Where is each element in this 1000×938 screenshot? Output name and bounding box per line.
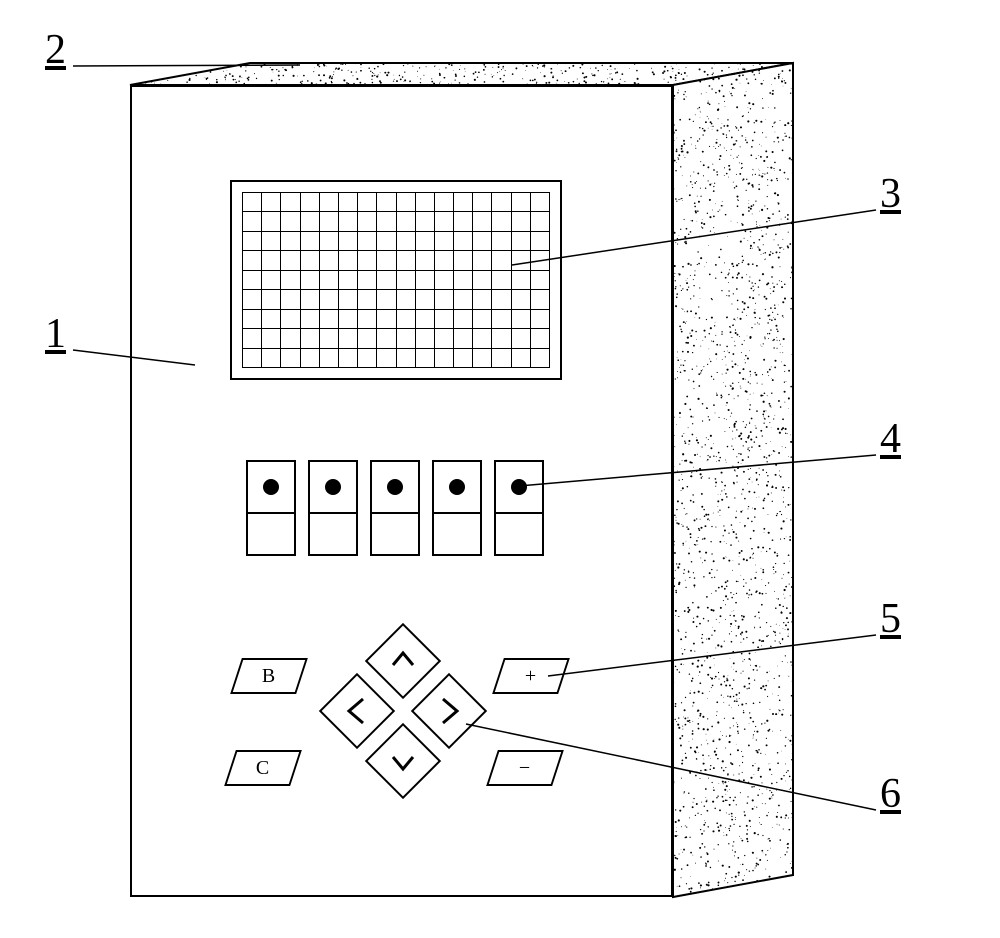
c-button[interactable]: C (224, 750, 302, 786)
indicator-row (246, 460, 544, 556)
indicator-dot-icon (263, 479, 279, 495)
callout-3: 3 (880, 170, 901, 218)
indicator-dot-icon (325, 479, 341, 495)
keypad: B C + − (236, 640, 566, 830)
indicator-dot-icon (387, 479, 403, 495)
indicator-lamp (432, 460, 482, 556)
arrow-down-button[interactable] (365, 723, 441, 799)
arrow-left-button[interactable] (319, 673, 395, 749)
callout-1: 1 (45, 310, 66, 358)
plus-button[interactable]: + (492, 658, 570, 694)
indicator-dot-icon (449, 479, 465, 495)
arrow-right-button[interactable] (411, 673, 487, 749)
b-button[interactable]: B (230, 658, 308, 694)
callout-6: 6 (880, 770, 901, 818)
indicator-lamp (308, 460, 358, 556)
indicator-lamp (494, 460, 544, 556)
minus-button[interactable]: − (486, 750, 564, 786)
callout-2: 2 (45, 26, 66, 74)
callout-5: 5 (880, 595, 901, 643)
callout-4: 4 (880, 415, 901, 463)
diagram-canvas: B C + − 1 2 3 4 5 6 (0, 0, 1000, 938)
indicator-dot-icon (511, 479, 527, 495)
indicator-lamp (246, 460, 296, 556)
display-pixel-grid (242, 192, 550, 368)
indicator-lamp (370, 460, 420, 556)
display-screen (230, 180, 562, 380)
